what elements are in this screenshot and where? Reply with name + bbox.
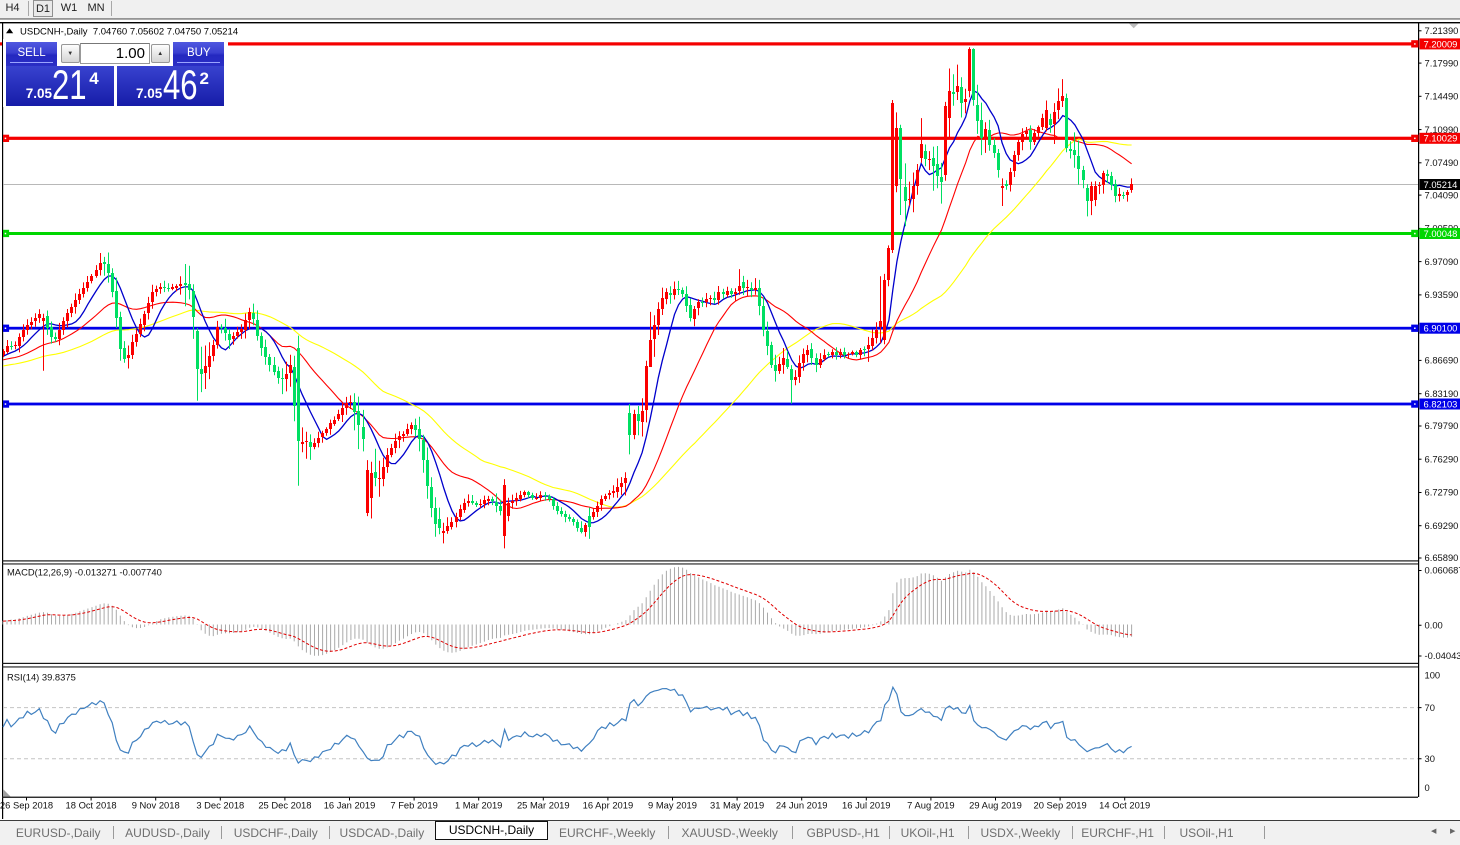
svg-text:70: 70: [1425, 702, 1435, 713]
svg-text:24 Jun 2019: 24 Jun 2019: [776, 800, 828, 811]
svg-text:9 Nov 2018: 9 Nov 2018: [132, 800, 180, 811]
svg-text:29 Aug 2019: 29 Aug 2019: [969, 800, 1022, 811]
svg-text:7.14490: 7.14490: [1425, 91, 1459, 102]
svg-text:7.10029: 7.10029: [1424, 133, 1458, 144]
svg-text:6.76290: 6.76290: [1425, 453, 1459, 464]
svg-text:USDCNH-,Daily 7.04760 7.05602: USDCNH-,Daily 7.04760 7.05602 7.04750 7.…: [20, 26, 238, 37]
svg-text:6.65890: 6.65890: [1425, 552, 1459, 563]
svg-text:MACD(12,26,9) -0.013271 -0.007: MACD(12,26,9) -0.013271 -0.007740: [7, 567, 162, 578]
svg-text:9 May 2019: 9 May 2019: [648, 800, 697, 811]
svg-text:16 Jul 2019: 16 Jul 2019: [842, 800, 890, 811]
svg-text:25 Dec 2018: 25 Dec 2018: [258, 800, 311, 811]
svg-text:7.05214: 7.05214: [1424, 179, 1458, 190]
svg-text:26 Sep 2018: 26 Sep 2018: [0, 800, 53, 811]
svg-text:7 Aug 2019: 7 Aug 2019: [907, 800, 954, 811]
svg-text:6.69290: 6.69290: [1425, 520, 1459, 531]
svg-text:7.10990: 7.10990: [1425, 124, 1459, 135]
svg-text:1 Mar 2019: 1 Mar 2019: [455, 800, 502, 811]
svg-text:7.04090: 7.04090: [1425, 189, 1459, 200]
svg-text:20 Sep 2019: 20 Sep 2019: [1034, 800, 1087, 811]
svg-text:0: 0: [1425, 782, 1430, 793]
svg-text:7.00590: 7.00590: [1425, 223, 1459, 234]
svg-text:16 Apr 2019: 16 Apr 2019: [583, 800, 634, 811]
svg-text:0.00: 0.00: [1425, 620, 1443, 631]
svg-text:6.79790: 6.79790: [1425, 420, 1459, 431]
svg-text:7.21390: 7.21390: [1425, 25, 1459, 36]
svg-text:6.93590: 6.93590: [1425, 289, 1459, 300]
svg-text:7.07490: 7.07490: [1425, 157, 1459, 168]
svg-text:6.90100: 6.90100: [1424, 323, 1458, 334]
svg-text:-0.040432: -0.040432: [1425, 650, 1460, 661]
svg-text:30: 30: [1425, 753, 1435, 764]
svg-text:25 Mar 2019: 25 Mar 2019: [517, 800, 570, 811]
svg-text:3 Dec 2018: 3 Dec 2018: [196, 800, 244, 811]
svg-text:31 May 2019: 31 May 2019: [710, 800, 764, 811]
svg-text:RSI(14) 39.8375: RSI(14) 39.8375: [7, 672, 76, 683]
svg-text:6.97090: 6.97090: [1425, 256, 1459, 267]
svg-text:14 Oct 2019: 14 Oct 2019: [1099, 800, 1150, 811]
svg-text:6.86690: 6.86690: [1425, 355, 1459, 366]
svg-text:7.17990: 7.17990: [1425, 57, 1459, 68]
svg-text:7 Feb 2019: 7 Feb 2019: [390, 800, 437, 811]
svg-text:0.060687: 0.060687: [1425, 565, 1460, 576]
svg-text:7.00048: 7.00048: [1424, 228, 1458, 239]
svg-text:6.83190: 6.83190: [1425, 388, 1459, 399]
svg-text:6.82103: 6.82103: [1424, 398, 1458, 409]
svg-text:7.20009: 7.20009: [1424, 38, 1458, 49]
svg-text:18 Oct 2018: 18 Oct 2018: [66, 800, 117, 811]
svg-text:100: 100: [1425, 670, 1441, 681]
svg-text:16 Jan 2019: 16 Jan 2019: [324, 800, 376, 811]
svg-text:6.72790: 6.72790: [1425, 487, 1459, 498]
